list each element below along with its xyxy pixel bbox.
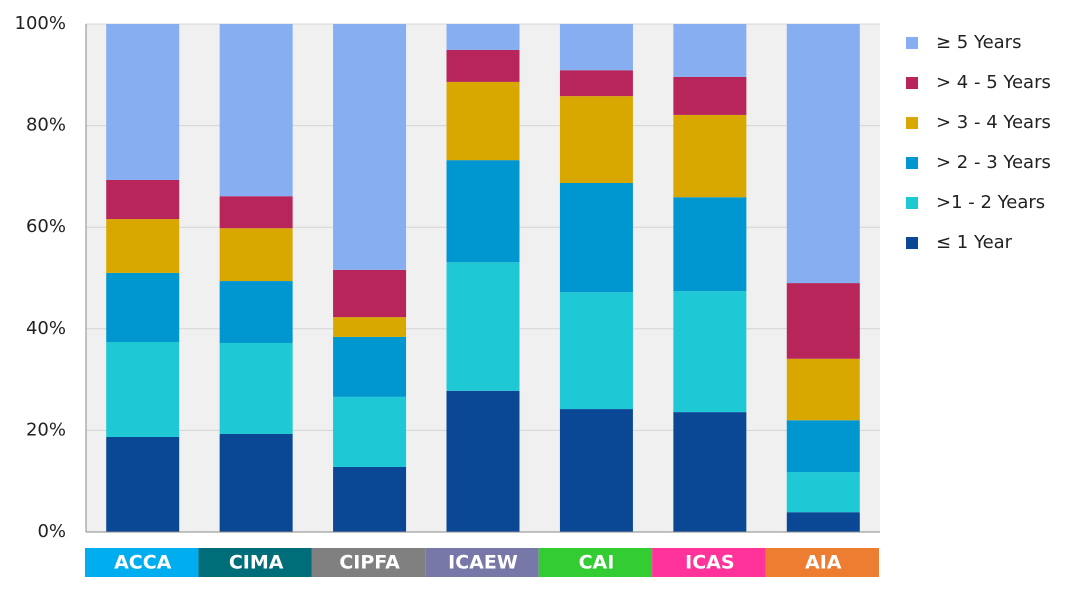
- x-tick-label: ICAEW: [448, 552, 518, 574]
- bar-segment: [786, 420, 860, 473]
- bar-segment: [446, 81, 520, 161]
- y-tick-label: 20%: [26, 419, 66, 440]
- bar-segment: [559, 183, 633, 293]
- x-tick-label: ACCA: [114, 552, 172, 574]
- legend-swatch: [906, 157, 918, 169]
- bar-segment: [219, 196, 293, 229]
- bar-segment: [106, 24, 180, 180]
- x-tick-label: CAI: [579, 552, 615, 574]
- bar-segment: [106, 437, 180, 532]
- bar-segment: [333, 336, 407, 397]
- category-box: [652, 548, 766, 577]
- bar-segment: [333, 396, 407, 467]
- bar-segment: [673, 24, 747, 77]
- bar-segment: [673, 412, 747, 532]
- bar-segment: [446, 160, 520, 263]
- category-box: [85, 548, 199, 577]
- y-tick-label: 60%: [26, 216, 66, 237]
- legend-label: > 3 - 4 Years: [936, 112, 1051, 133]
- x-tick-label: AIA: [805, 552, 842, 574]
- bar-segment: [106, 219, 180, 273]
- legend-swatch: [906, 117, 918, 129]
- bar-segment: [333, 24, 407, 270]
- bar-segment: [673, 76, 747, 115]
- legend-label: >1 - 2 Years: [936, 192, 1045, 213]
- y-tick-label: 80%: [26, 115, 66, 136]
- bar-segment: [333, 466, 407, 532]
- bar-segment: [559, 24, 633, 71]
- legend-swatch: [906, 197, 918, 209]
- bar-segment: [559, 96, 633, 184]
- bar-segment: [333, 317, 407, 337]
- bar-segment: [559, 409, 633, 532]
- legend-label: > 2 - 3 Years: [936, 152, 1051, 173]
- bar-segment: [333, 269, 407, 318]
- bar-segment: [786, 358, 860, 421]
- bar-segment: [786, 24, 860, 284]
- bar-segment: [786, 472, 860, 513]
- bar-segment: [559, 292, 633, 410]
- bar-segment: [219, 24, 293, 197]
- bar-segment: [219, 433, 293, 532]
- bar-segment: [446, 24, 520, 50]
- category-box: [311, 548, 426, 577]
- legend-label: > 4 - 5 Years: [936, 72, 1051, 93]
- y-tick-label: 0%: [37, 521, 66, 542]
- bar-segment: [786, 512, 860, 532]
- x-tick-label: CIPFA: [339, 552, 400, 574]
- bar-segment: [786, 283, 860, 359]
- bar-segment: [219, 343, 293, 434]
- category-box: [425, 548, 539, 577]
- bar-segment: [106, 179, 180, 220]
- category-box: [538, 548, 653, 577]
- bar-segment: [446, 390, 520, 532]
- legend-label: ≥ 5 Years: [936, 32, 1021, 53]
- bar-segment: [106, 272, 180, 343]
- legend-swatch: [906, 237, 918, 249]
- bar-segment: [219, 281, 293, 344]
- x-tick-label: ICAS: [685, 552, 734, 574]
- bar-segment: [446, 49, 520, 82]
- x-tick-label: CIMA: [229, 552, 284, 574]
- legend-swatch: [906, 77, 918, 89]
- bar-segment: [106, 342, 180, 438]
- bar-segment: [446, 262, 520, 391]
- bar-segment: [673, 291, 747, 413]
- category-box: [198, 548, 312, 577]
- bar-segment: [673, 114, 747, 198]
- legend-swatch: [906, 37, 918, 49]
- bar-segment: [673, 197, 747, 292]
- category-box: [765, 548, 879, 577]
- y-tick-label: 100%: [15, 13, 66, 34]
- y-tick-label: 40%: [26, 318, 66, 339]
- legend-label: ≤ 1 Year: [936, 232, 1013, 253]
- bar-segment: [559, 70, 633, 97]
- bar-segment: [219, 228, 293, 282]
